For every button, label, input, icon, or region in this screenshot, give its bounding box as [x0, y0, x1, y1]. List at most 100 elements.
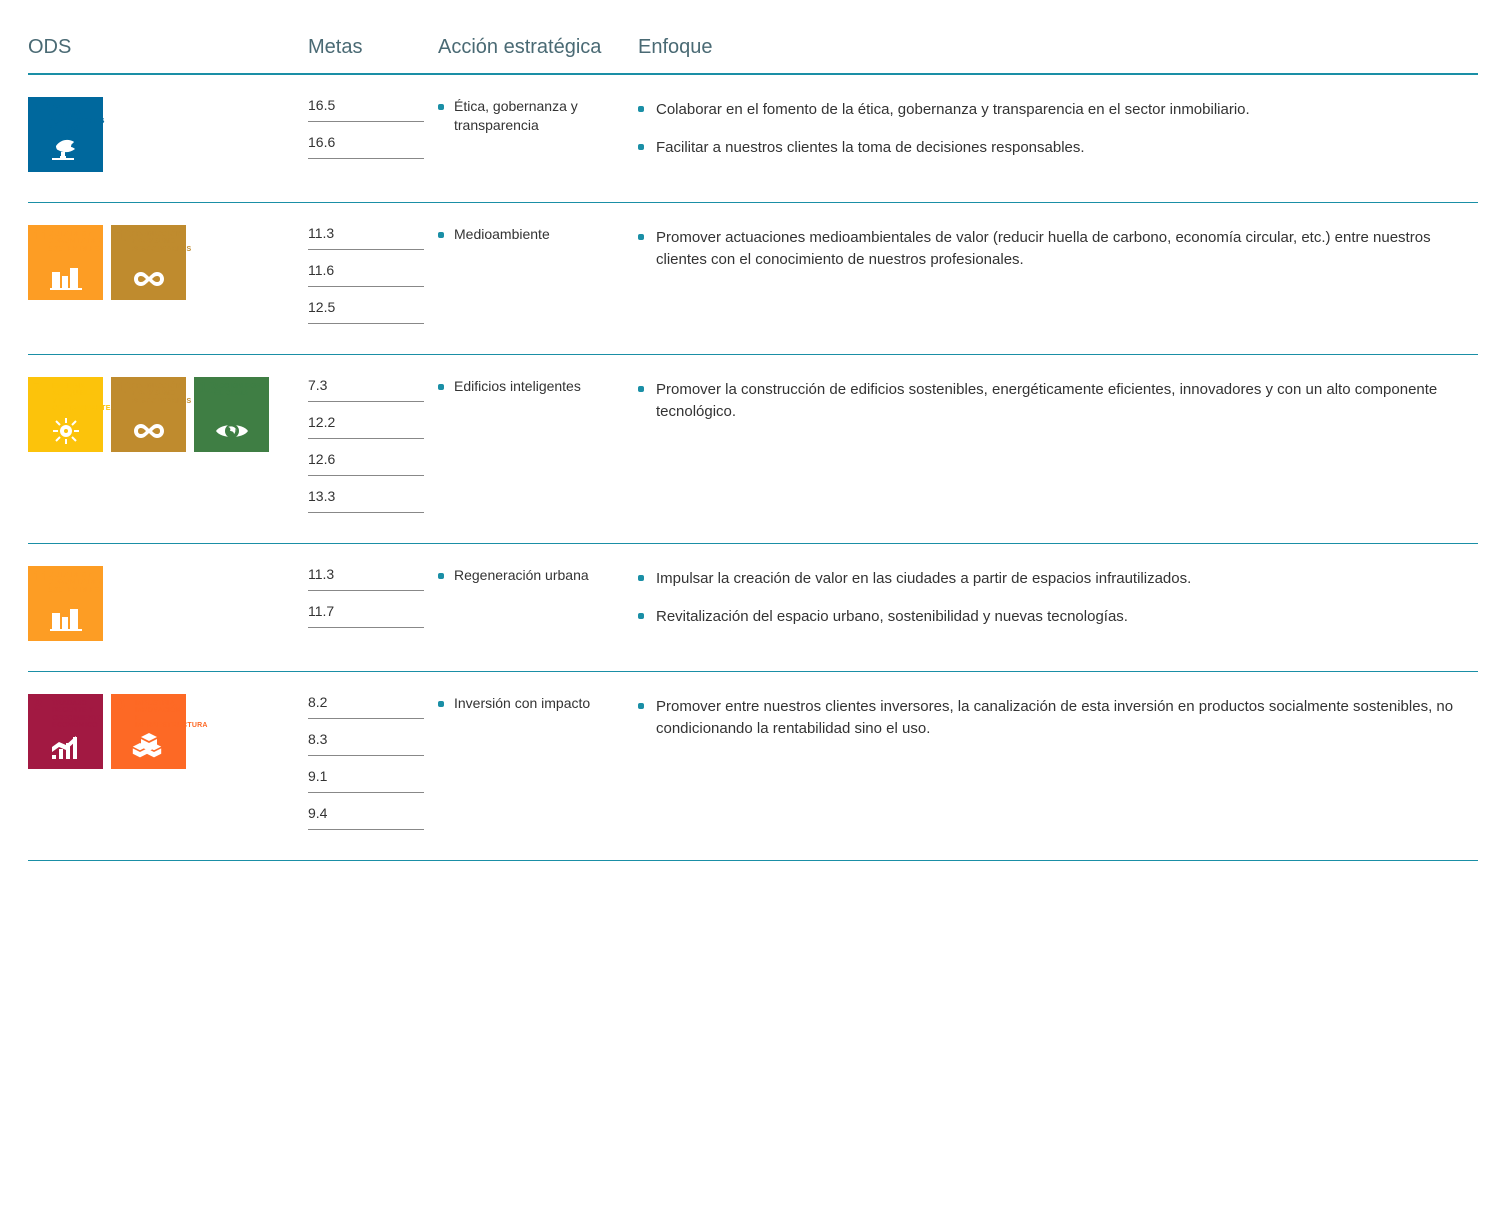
meta-value: 9.1: [308, 760, 424, 793]
sdg-label: CIUDADES Y COMUNIDADES SOSTENIBLES: [48, 231, 99, 253]
enfoque-text: Colaborar en el fomento de la ética, gob…: [656, 99, 1478, 121]
enfoque-cell: Promover entre nuestros clientes inverso…: [638, 694, 1478, 740]
col-header-accion: Acción estratégica: [438, 36, 638, 59]
enfoque-item: Promover entre nuestros clientes inverso…: [638, 696, 1478, 740]
sdg-label: PRODUCCIÓN Y CONSUMO RESPONSABLES: [131, 383, 182, 405]
meta-value: 12.2: [308, 406, 424, 439]
sdg-11-icon: [28, 260, 103, 294]
accion-text: Medioambiente: [454, 225, 550, 244]
col-header-enfoque: Enfoque: [638, 36, 1478, 59]
enfoque-cell: Colaborar en el fomento de la ética, gob…: [638, 97, 1478, 159]
metas-cell: 16.5 16.6: [308, 97, 438, 159]
metas-cell: 7.3 12.2 12.6 13.3: [308, 377, 438, 513]
accion-cell: Inversión con impacto: [438, 694, 638, 713]
sdg-table: ODS Metas Acción estratégica Enfoque 16P…: [28, 28, 1478, 861]
sdg-number: 9: [116, 698, 125, 715]
sdg-number: 8: [33, 698, 42, 715]
sdg-8-icon: [28, 729, 103, 763]
enfoque-cell: Promover actuaciones medioambientales de…: [638, 225, 1478, 271]
sdg-label: TRABAJO DECENTE Y CRECIMIENTO ECONÓMICO: [52, 700, 99, 729]
sdg-11-icon: [28, 601, 103, 635]
sdg-12-icon: [111, 260, 186, 294]
sdg-label: CIUDADES Y COMUNIDADES SOSTENIBLES: [48, 572, 99, 594]
ods-cell: 11CIUDADES Y COMUNIDADES SOSTENIBLES: [28, 566, 308, 641]
table-row: 11CIUDADES Y COMUNIDADES SOSTENIBLES12PR…: [28, 203, 1478, 355]
table-row: 16PAZ, JUSTICIA E INSTITUCIONES SÓLIDAS 1…: [28, 75, 1478, 203]
meta-value: 7.3: [308, 377, 424, 402]
ods-cell: 16PAZ, JUSTICIA E INSTITUCIONES SÓLIDAS: [28, 97, 308, 172]
accion-text: Regeneración urbana: [454, 566, 589, 585]
sdg-label: PRODUCCIÓN Y CONSUMO RESPONSABLES: [131, 231, 182, 253]
meta-value: 12.5: [308, 291, 424, 324]
meta-value: 13.3: [308, 480, 424, 513]
metas-cell: 8.2 8.3 9.1 9.4: [308, 694, 438, 830]
meta-value: 8.3: [308, 723, 424, 756]
accion-text: Edificios inteligentes: [454, 377, 581, 396]
sdg-tile-8: 8 TRABAJO DECENTE Y CRECIMIENTO ECONÓMICO: [28, 694, 103, 769]
enfoque-text: Promover la construcción de edificios so…: [656, 379, 1478, 423]
enfoque-cell: Impulsar la creación de valor en las ciu…: [638, 566, 1478, 628]
sdg-12-icon: [111, 412, 186, 446]
enfoque-item: Colaborar en el fomento de la ética, gob…: [638, 99, 1478, 121]
sdg-13-icon: [194, 412, 269, 446]
accion-cell: Ética, gobernanza y transparencia: [438, 97, 638, 135]
sdg-tile-13: 13ACCIÓN POR EL CLIMA: [194, 377, 269, 452]
accion-cell: Regeneración urbana: [438, 566, 638, 585]
sdg-tile-11: 11CIUDADES Y COMUNIDADES SOSTENIBLES: [28, 225, 103, 300]
col-header-metas: Metas: [308, 36, 438, 59]
sdg-label: PAZ, JUSTICIA E INSTITUCIONES SÓLIDAS: [48, 103, 99, 132]
sdg-7-icon: [28, 412, 103, 446]
enfoque-cell: Promover la construcción de edificios so…: [638, 377, 1478, 423]
ods-cell: 11CIUDADES Y COMUNIDADES SOSTENIBLES12PR…: [28, 225, 308, 300]
accion-cell: Edificios inteligentes: [438, 377, 638, 396]
accion-item: Inversión con impacto: [438, 694, 590, 713]
enfoque-text: Impulsar la creación de valor en las ciu…: [656, 568, 1478, 590]
enfoque-item: Facilitar a nuestros clientes la toma de…: [638, 137, 1478, 159]
sdg-tile-7: 7 ENERGÍA ASEQUIBLE Y NO CONTAMINANTE: [28, 377, 103, 452]
enfoque-item: Impulsar la creación de valor en las ciu…: [638, 568, 1478, 590]
accion-cell: Medioambiente: [438, 225, 638, 244]
table-row: 8 TRABAJO DECENTE Y CRECIMIENTO ECONÓMICO…: [28, 672, 1478, 861]
meta-value: 12.6: [308, 443, 424, 476]
meta-value: 11.3: [308, 566, 424, 591]
enfoque-item: Promover actuaciones medioambientales de…: [638, 227, 1478, 271]
meta-value: 11.7: [308, 595, 424, 628]
sdg-number: 7: [33, 381, 42, 398]
sdg-tile-9: 9 INDUSTRIA, INNOVACIÓN E INFRAESTRUCTURA: [111, 694, 186, 769]
sdg-16-icon: [28, 132, 103, 166]
accion-item: Ética, gobernanza y transparencia: [438, 97, 620, 135]
table-header: ODS Metas Acción estratégica Enfoque: [28, 28, 1478, 75]
accion-item: Edificios inteligentes: [438, 377, 581, 396]
sdg-label: ACCIÓN POR EL CLIMA: [214, 383, 265, 398]
accion-item: Medioambiente: [438, 225, 550, 244]
metas-cell: 11.3 11.7: [308, 566, 438, 628]
meta-value: 11.3: [308, 225, 424, 250]
table-row: 7 ENERGÍA ASEQUIBLE Y NO CONTAMINANTE 12PR…: [28, 355, 1478, 544]
metas-cell: 11.3 11.6 12.5: [308, 225, 438, 324]
meta-value: 16.6: [308, 126, 424, 159]
enfoque-text: Promover actuaciones medioambientales de…: [656, 227, 1478, 271]
meta-value: 16.5: [308, 97, 424, 122]
sdg-9-icon: [111, 729, 186, 763]
accion-item: Regeneración urbana: [438, 566, 589, 585]
ods-cell: 7 ENERGÍA ASEQUIBLE Y NO CONTAMINANTE 12PR…: [28, 377, 308, 452]
table-row: 11CIUDADES Y COMUNIDADES SOSTENIBLES 11.3…: [28, 544, 1478, 672]
enfoque-text: Facilitar a nuestros clientes la toma de…: [656, 137, 1478, 159]
col-header-ods: ODS: [28, 36, 308, 59]
meta-value: 8.2: [308, 694, 424, 719]
sdg-label: ENERGÍA ASEQUIBLE Y NO CONTAMINANTE: [52, 383, 99, 412]
enfoque-item: Revitalización del espacio urbano, soste…: [638, 606, 1478, 628]
meta-value: 9.4: [308, 797, 424, 830]
enfoque-item: Promover la construcción de edificios so…: [638, 379, 1478, 423]
accion-text: Inversión con impacto: [454, 694, 590, 713]
sdg-label: INDUSTRIA, INNOVACIÓN E INFRAESTRUCTURA: [135, 700, 182, 729]
ods-cell: 8 TRABAJO DECENTE Y CRECIMIENTO ECONÓMICO…: [28, 694, 308, 769]
sdg-tile-11: 11CIUDADES Y COMUNIDADES SOSTENIBLES: [28, 566, 103, 641]
sdg-tile-12: 12PRODUCCIÓN Y CONSUMO RESPONSABLES: [111, 377, 186, 452]
meta-value: 11.6: [308, 254, 424, 287]
enfoque-text: Promover entre nuestros clientes inverso…: [656, 696, 1478, 740]
sdg-tile-16: 16PAZ, JUSTICIA E INSTITUCIONES SÓLIDAS: [28, 97, 103, 172]
accion-text: Ética, gobernanza y transparencia: [454, 97, 620, 135]
enfoque-text: Revitalización del espacio urbano, soste…: [656, 606, 1478, 628]
sdg-tile-12: 12PRODUCCIÓN Y CONSUMO RESPONSABLES: [111, 225, 186, 300]
